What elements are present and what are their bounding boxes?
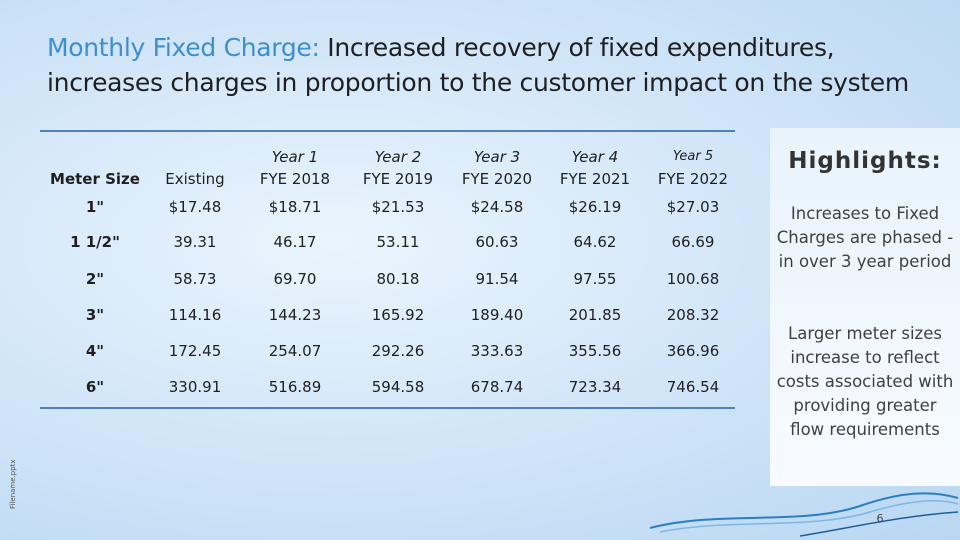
charge-cell: 189.40 — [470, 306, 524, 324]
header-cell: Year 2 FYE 2019 — [348, 146, 448, 190]
header-cell: Meter Size — [45, 168, 145, 190]
meter-size: 3" — [85, 306, 105, 324]
header-cell: Year 4 FYE 2021 — [545, 146, 645, 190]
charge-cell: 333.63 — [470, 342, 524, 360]
charge-cell: 201.85 — [568, 306, 622, 324]
header-line: Year 4 — [571, 148, 619, 166]
charge-cell: 172.45 — [168, 342, 222, 360]
meter-size: 6" — [85, 378, 105, 396]
charge-cell: 292.26 — [371, 342, 425, 360]
charge-cell: 678.74 — [470, 378, 524, 396]
charge-cell: 208.32 — [666, 306, 720, 324]
charge-cell: $18.71 — [268, 198, 322, 216]
header-line: Year 3 — [473, 148, 521, 166]
charge-cell: 60.63 — [475, 233, 519, 251]
highlights-panel: Highlights: Increases to Fixed Charges a… — [770, 128, 960, 486]
header-line: Meter Size — [50, 170, 140, 188]
header-cell: Year 3 FYE 2020 — [447, 146, 547, 190]
charge-cell: 746.54 — [666, 378, 720, 396]
header-line: Year 5 — [672, 149, 714, 164]
charge-cell: $27.03 — [666, 198, 720, 216]
header-line: FYE 2018 — [259, 170, 331, 188]
fee-table: Meter Size Existing Year 1 FYE 2018 Year 2 FY… — [40, 130, 735, 409]
charge-cell: 58.73 — [173, 270, 217, 288]
slide-title: Monthly Fixed Charge: Increased recovery… — [47, 30, 927, 100]
title-lead: Monthly Fixed Charge: — [47, 33, 320, 62]
meter-size: 1 1/2" — [70, 233, 120, 251]
wave-decoration — [649, 492, 959, 537]
charge-cell: 723.34 — [568, 378, 622, 396]
charge-cell: 594.58 — [371, 378, 425, 396]
header-cell: Year 5 FYE 2022 — [643, 146, 743, 190]
header-line: Year 1 — [271, 148, 319, 166]
charge-cell: 254.07 — [268, 342, 322, 360]
charge-cell: $21.53 — [371, 198, 425, 216]
header-cell: Year 1 FYE 2018 — [245, 146, 345, 190]
charge-cell: 46.17 — [273, 233, 317, 251]
highlight-point: Larger meter sizes increase to reflect c… — [776, 324, 954, 439]
charge-cell: $17.48 — [168, 198, 222, 216]
charge-cell: 114.16 — [168, 306, 222, 324]
charge-cell: 91.54 — [475, 270, 519, 288]
header-line: Existing — [165, 170, 225, 188]
charge-cell: 100.68 — [666, 270, 720, 288]
header-line: FYE 2021 — [559, 170, 631, 188]
charge-cell: 330.91 — [168, 378, 222, 396]
highlight-point: Increases to Fixed Charges are phased -i… — [776, 204, 954, 271]
charge-cell: 80.18 — [376, 270, 420, 288]
meter-size: 2" — [85, 270, 105, 288]
charge-cell: 53.11 — [376, 233, 420, 251]
charge-cell: 66.69 — [671, 233, 715, 251]
header-line: FYE 2019 — [362, 170, 434, 188]
title-rest: Increased recovery of fixed expenditures… — [47, 33, 909, 97]
header-cell: Existing — [145, 168, 245, 190]
charge-cell: 69.70 — [273, 270, 317, 288]
header-line: Year 2 — [374, 148, 422, 166]
charge-cell: $26.19 — [568, 198, 622, 216]
charge-cell: 39.31 — [173, 233, 217, 251]
charge-cell: $24.58 — [470, 198, 524, 216]
charge-cell: 355.56 — [568, 342, 622, 360]
charge-cell: 144.23 — [268, 306, 322, 324]
charge-cell: 97.55 — [573, 270, 617, 288]
charge-cell: 165.92 — [371, 306, 425, 324]
header-line: FYE 2020 — [461, 170, 533, 188]
header-line: FYE 2022 — [657, 170, 729, 188]
charge-cell: 516.89 — [268, 378, 322, 396]
page-number: 6 — [876, 512, 884, 525]
meter-size: 4" — [85, 342, 105, 360]
highlights-title: Highlights: — [788, 148, 942, 174]
side-label: Filename.pptx — [9, 459, 17, 509]
charge-cell: 64.62 — [573, 233, 617, 251]
charge-cell: 366.96 — [666, 342, 720, 360]
meter-size: 1" — [85, 198, 105, 216]
